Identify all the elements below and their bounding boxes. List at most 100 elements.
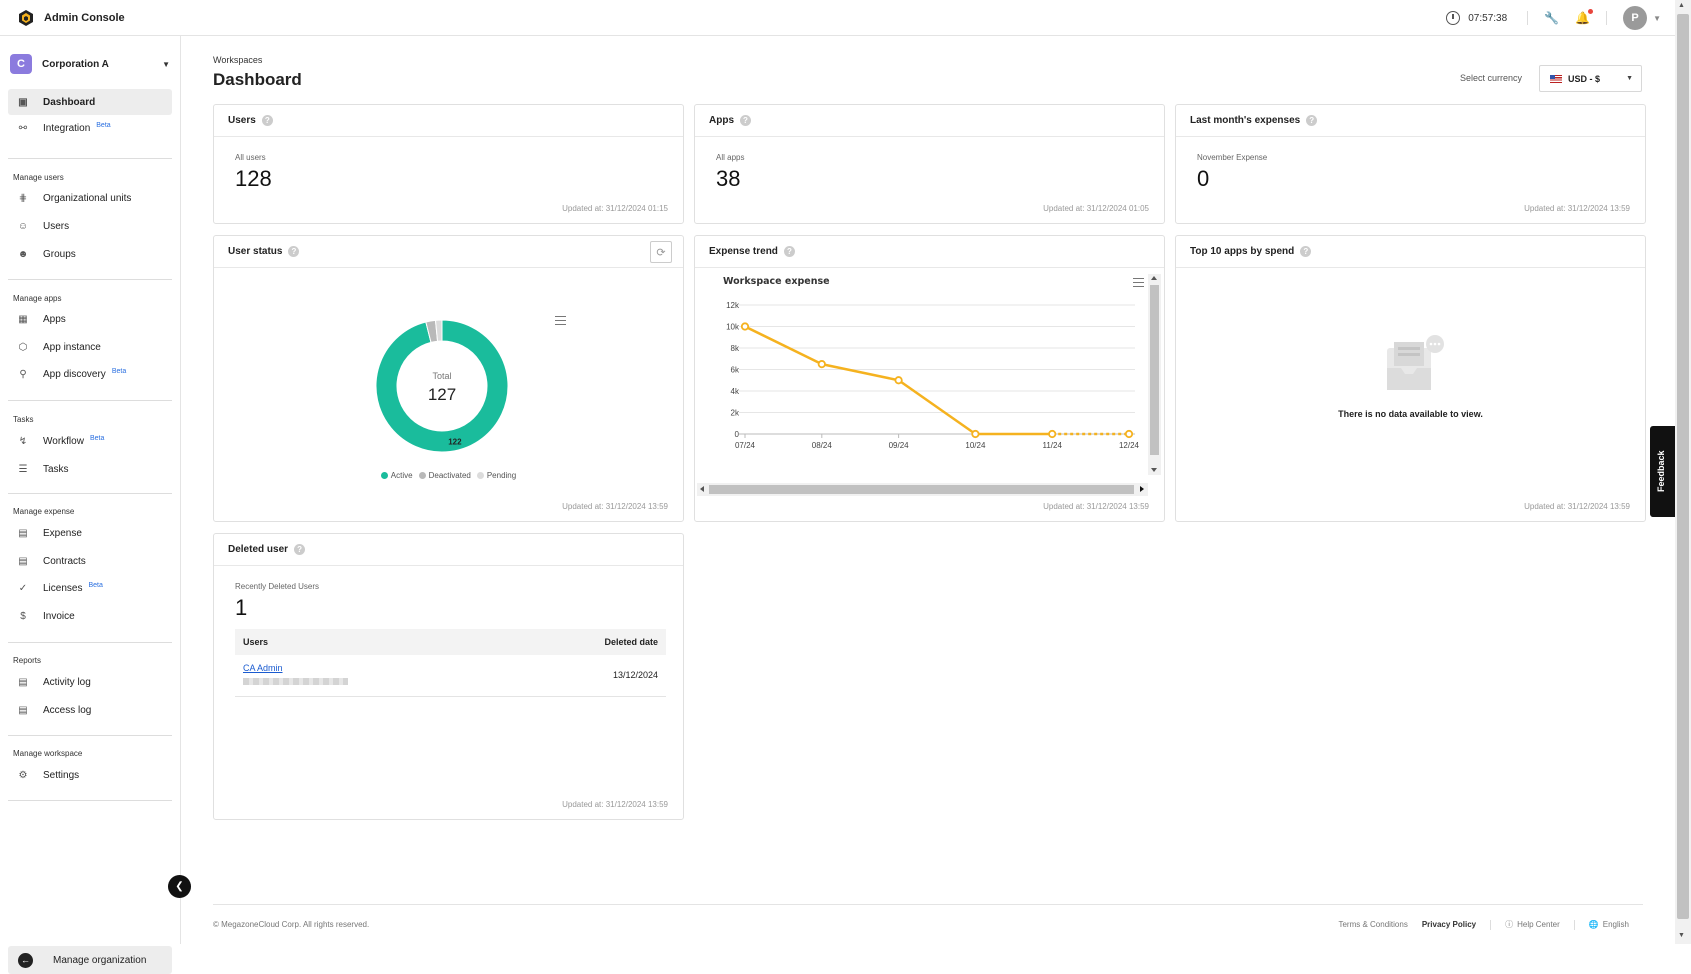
updated-at: Updated at: 31/12/2024 13:59 — [1524, 204, 1630, 213]
scroll-down-icon[interactable] — [1151, 468, 1157, 472]
sidebar-item-label: Tasks — [43, 463, 69, 475]
data-point[interactable] — [971, 429, 980, 439]
data-point[interactable] — [1124, 429, 1134, 439]
scroll-left-icon[interactable] — [700, 486, 704, 492]
scrollbar-thumb[interactable] — [1150, 285, 1159, 455]
collapse-sidebar-button[interactable]: ❮ — [168, 875, 191, 898]
sidebar-item-access-log[interactable]: ▤ Access log — [8, 697, 172, 723]
sidebar-item-activity-log[interactable]: ▤ Activity log — [8, 669, 172, 695]
section-title: Manage expense — [13, 507, 75, 516]
sidebar-item-label: Integration — [43, 122, 91, 134]
sidebar-item-organizational-units[interactable]: ⋕ Organizational units — [8, 185, 172, 211]
avatar[interactable]: P — [1623, 6, 1648, 30]
card-title: Last month's expenses — [1190, 115, 1301, 126]
breadcrumb[interactable]: Workspaces — [213, 55, 263, 65]
legend-item-active[interactable]: Active — [380, 471, 413, 480]
sidebar-item-integration[interactable]: ⚯ Integration Beta — [8, 115, 172, 141]
chevron-down-icon[interactable]: ▼ — [1653, 13, 1661, 23]
scroll-right-icon[interactable] — [1140, 486, 1144, 492]
scrollbar-thumb[interactable] — [709, 485, 1134, 494]
updated-at: Updated at: 31/12/2024 13:59 — [1524, 502, 1630, 511]
help-center-link[interactable]: Help Center — [1517, 920, 1560, 929]
help-center-icon: ⓘ — [1505, 920, 1514, 929]
manage-organization-button[interactable]: ← Manage organization — [8, 946, 172, 974]
scroll-up-icon[interactable]: ▲ — [1678, 2, 1685, 9]
legend-swatch — [476, 472, 484, 479]
beta-badge: Beta — [88, 581, 103, 589]
legend-item-pending[interactable]: Pending — [476, 471, 516, 480]
bell-icon[interactable]: 🔔 — [1575, 9, 1594, 25]
feedback-tab[interactable]: Feedback — [1650, 426, 1675, 517]
arrow-left-icon: ← — [18, 952, 33, 968]
sidebar-item-contracts[interactable]: ▤ Contracts — [8, 548, 172, 574]
donut-slice-pending[interactable] — [434, 319, 443, 342]
sidebar-item-label: Dashboard — [43, 96, 96, 108]
sidebar-item-settings[interactable]: ⚙ Settings — [8, 762, 172, 788]
help-icon[interactable]: ? — [783, 246, 795, 257]
sidebar-item-label: Access log — [43, 704, 92, 716]
sidebar-item-tasks[interactable]: ☰ Tasks — [8, 456, 172, 482]
sidebar-item-groups[interactable]: ☻ Groups — [8, 241, 172, 267]
page-scrollbar[interactable]: ▲ ▼ — [1675, 0, 1691, 944]
y-tick-label: 4k — [731, 387, 740, 396]
updated-at: Updated at: 31/12/2024 01:15 — [562, 204, 668, 213]
help-icon[interactable]: ? — [261, 115, 273, 126]
kpi-value: 1 — [235, 595, 248, 620]
privacy-link[interactable]: Privacy Policy — [1421, 920, 1477, 929]
legend-item-deactivated[interactable]: Deactivated — [418, 471, 471, 480]
sidebar-item-workflow[interactable]: ↯ Workflow Beta — [8, 428, 172, 454]
apps-card: Apps? All apps 38 Updated at: 31/12/2024… — [694, 104, 1165, 224]
user-link[interactable]: CA Admin — [243, 663, 283, 673]
y-tick-label: 2k — [731, 409, 740, 418]
wrench-icon[interactable]: 🔧 — [1544, 11, 1560, 25]
data-point[interactable] — [817, 360, 826, 369]
sidebar-item-invoice[interactable]: $ Invoice — [8, 603, 172, 629]
sidebar-item-app-instance[interactable]: ⬡ App instance — [8, 334, 172, 360]
sidebar-item-label: Activity log — [43, 676, 91, 688]
language-select[interactable]: English — [1602, 920, 1629, 929]
bolt-icon: ↯ — [18, 435, 28, 447]
user-status-donut: Total 127 122 — [375, 319, 509, 453]
sidebar-item-licenses[interactable]: ✓ Licenses Beta — [8, 575, 172, 601]
sidebar-item-expense[interactable]: ▤ Expense — [8, 520, 172, 546]
access-log-icon: ▤ — [18, 704, 28, 716]
help-icon[interactable]: ? — [1300, 246, 1312, 257]
x-tick-label: 09/24 — [889, 441, 910, 450]
clock-icon[interactable] — [1446, 11, 1461, 25]
chart-menu-icon[interactable] — [1133, 278, 1144, 287]
donut-slice-active[interactable] — [375, 319, 509, 453]
scroll-up-icon[interactable] — [1151, 276, 1157, 280]
card-title: Expense trend — [709, 246, 778, 257]
donut-total-label: Total — [432, 371, 451, 381]
terms-link[interactable]: Terms & Conditions — [1338, 920, 1408, 929]
help-icon[interactable]: ? — [740, 115, 751, 126]
scroll-down-icon[interactable]: ▼ — [1678, 932, 1685, 939]
divider — [1606, 11, 1608, 25]
refresh-button[interactable]: ⟳ — [650, 241, 672, 263]
help-icon[interactable]: ? — [294, 544, 306, 555]
expense-trend-card: Expense trend? Workspace expense 0 2k 4k 6k… — [694, 235, 1165, 522]
data-point[interactable] — [894, 376, 903, 385]
help-icon[interactable]: ? — [1306, 115, 1318, 126]
sidebar-item-users[interactable]: ☺ Users — [8, 213, 172, 239]
sidebar-item-app-discovery[interactable]: ⚲ App discovery Beta — [8, 361, 172, 387]
data-point[interactable] — [1048, 429, 1057, 439]
chart-menu-icon[interactable] — [555, 316, 566, 325]
sidebar-item-dashboard[interactable]: ▣ Dashboard — [8, 89, 172, 115]
sidebar-item-apps[interactable]: ▦ Apps — [8, 306, 172, 332]
apps-grid-icon: ▦ — [18, 313, 28, 325]
copyright: © MegazoneCloud Corp. All rights reserve… — [213, 920, 370, 929]
help-icon[interactable]: ? — [288, 246, 300, 257]
app-logo-icon — [19, 10, 33, 26]
page-title: Dashboard — [213, 70, 302, 89]
user-icon: ☺ — [17, 220, 29, 232]
divider — [8, 493, 172, 494]
data-point[interactable] — [740, 322, 750, 331]
org-selector[interactable]: C Corporation A ▼ — [10, 53, 170, 75]
beta-badge: Beta — [89, 434, 105, 442]
scrollbar-thumb[interactable] — [1677, 14, 1689, 919]
donut-total-value: 127 — [428, 385, 456, 404]
deleted-date: 13/12/2024 — [612, 670, 658, 680]
card-title: Deleted user — [228, 544, 289, 555]
currency-select[interactable]: USD - $ ▼ — [1539, 65, 1642, 92]
